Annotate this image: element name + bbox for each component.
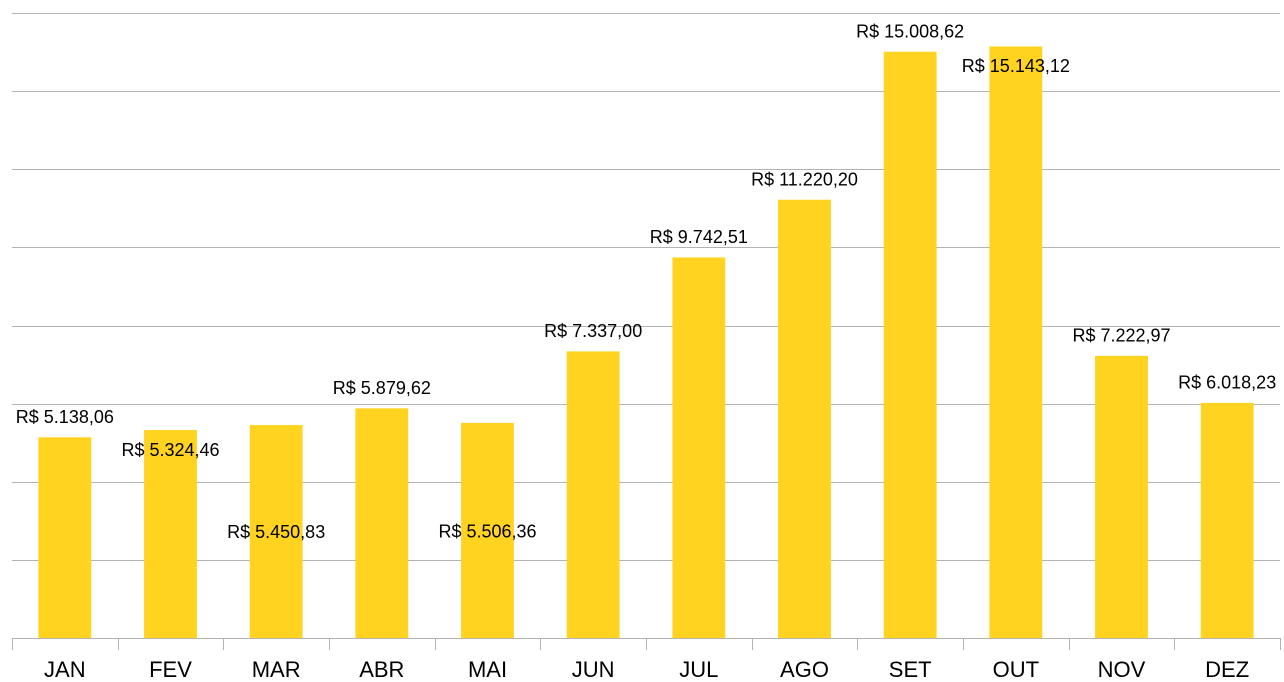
bar bbox=[38, 437, 92, 638]
bar bbox=[461, 422, 514, 638]
data-label: R$ 5.879,62 bbox=[333, 378, 431, 398]
x-tick-label: JUL bbox=[679, 657, 718, 682]
bar bbox=[1095, 355, 1148, 638]
x-tick-label: FEV bbox=[149, 657, 192, 682]
bar bbox=[566, 351, 620, 638]
bar bbox=[355, 408, 409, 638]
x-tick-label: NOV bbox=[1098, 657, 1146, 682]
bar bbox=[883, 51, 937, 639]
x-tick-label: MAI bbox=[468, 657, 507, 682]
x-tick-label: JAN bbox=[44, 657, 86, 682]
data-label: R$ 5.138,06 bbox=[16, 407, 114, 427]
x-tick-label: MAR bbox=[252, 657, 301, 682]
x-tick-label: AGO bbox=[780, 657, 829, 682]
bar bbox=[249, 425, 303, 638]
data-label: R$ 7.222,97 bbox=[1072, 326, 1170, 346]
data-label: R$ 6.018,23 bbox=[1178, 373, 1276, 393]
bar bbox=[1200, 402, 1254, 638]
x-tick-label: DEZ bbox=[1205, 657, 1249, 682]
bar bbox=[989, 46, 1043, 639]
data-label: R$ 9.742,51 bbox=[650, 227, 748, 247]
data-label: R$ 5.450,83 bbox=[227, 522, 325, 542]
bar bbox=[144, 430, 197, 638]
bar bbox=[672, 257, 726, 638]
x-tick-label: ABR bbox=[359, 657, 404, 682]
x-tick-label: OUT bbox=[993, 657, 1039, 682]
data-label: R$ 7.337,00 bbox=[544, 321, 642, 341]
data-label: R$ 5.324,46 bbox=[121, 440, 219, 460]
data-label: R$ 11.220,20 bbox=[751, 169, 858, 189]
data-label: R$ 15.143,12 bbox=[962, 56, 1070, 76]
data-label: R$ 5.506,36 bbox=[438, 522, 536, 542]
bar bbox=[778, 199, 831, 638]
x-tick-label: SET bbox=[889, 657, 932, 682]
x-tick-label: JUN bbox=[572, 657, 615, 682]
data-label: R$ 15.008,62 bbox=[856, 21, 964, 41]
